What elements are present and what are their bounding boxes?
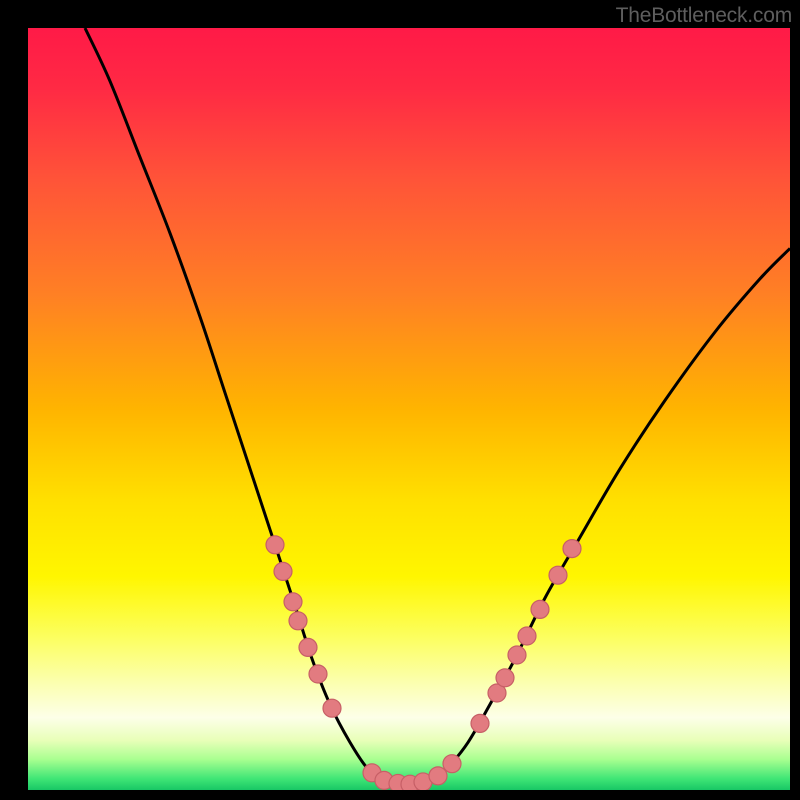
data-marker (549, 566, 567, 584)
data-marker (531, 600, 549, 618)
data-marker (563, 540, 581, 558)
data-marker (284, 593, 302, 611)
data-marker (266, 536, 284, 554)
data-marker (309, 665, 327, 683)
data-marker (518, 627, 536, 645)
data-marker (443, 755, 461, 773)
watermark-text: TheBottleneck.com (616, 4, 792, 28)
bottleneck-chart (0, 0, 800, 800)
gradient-plot-area (28, 28, 790, 790)
data-marker (496, 669, 514, 687)
data-marker (323, 699, 341, 717)
data-marker (429, 767, 447, 785)
data-marker (299, 638, 317, 656)
data-marker (471, 714, 489, 732)
data-marker (508, 646, 526, 664)
data-marker (274, 562, 292, 580)
data-marker (289, 612, 307, 630)
